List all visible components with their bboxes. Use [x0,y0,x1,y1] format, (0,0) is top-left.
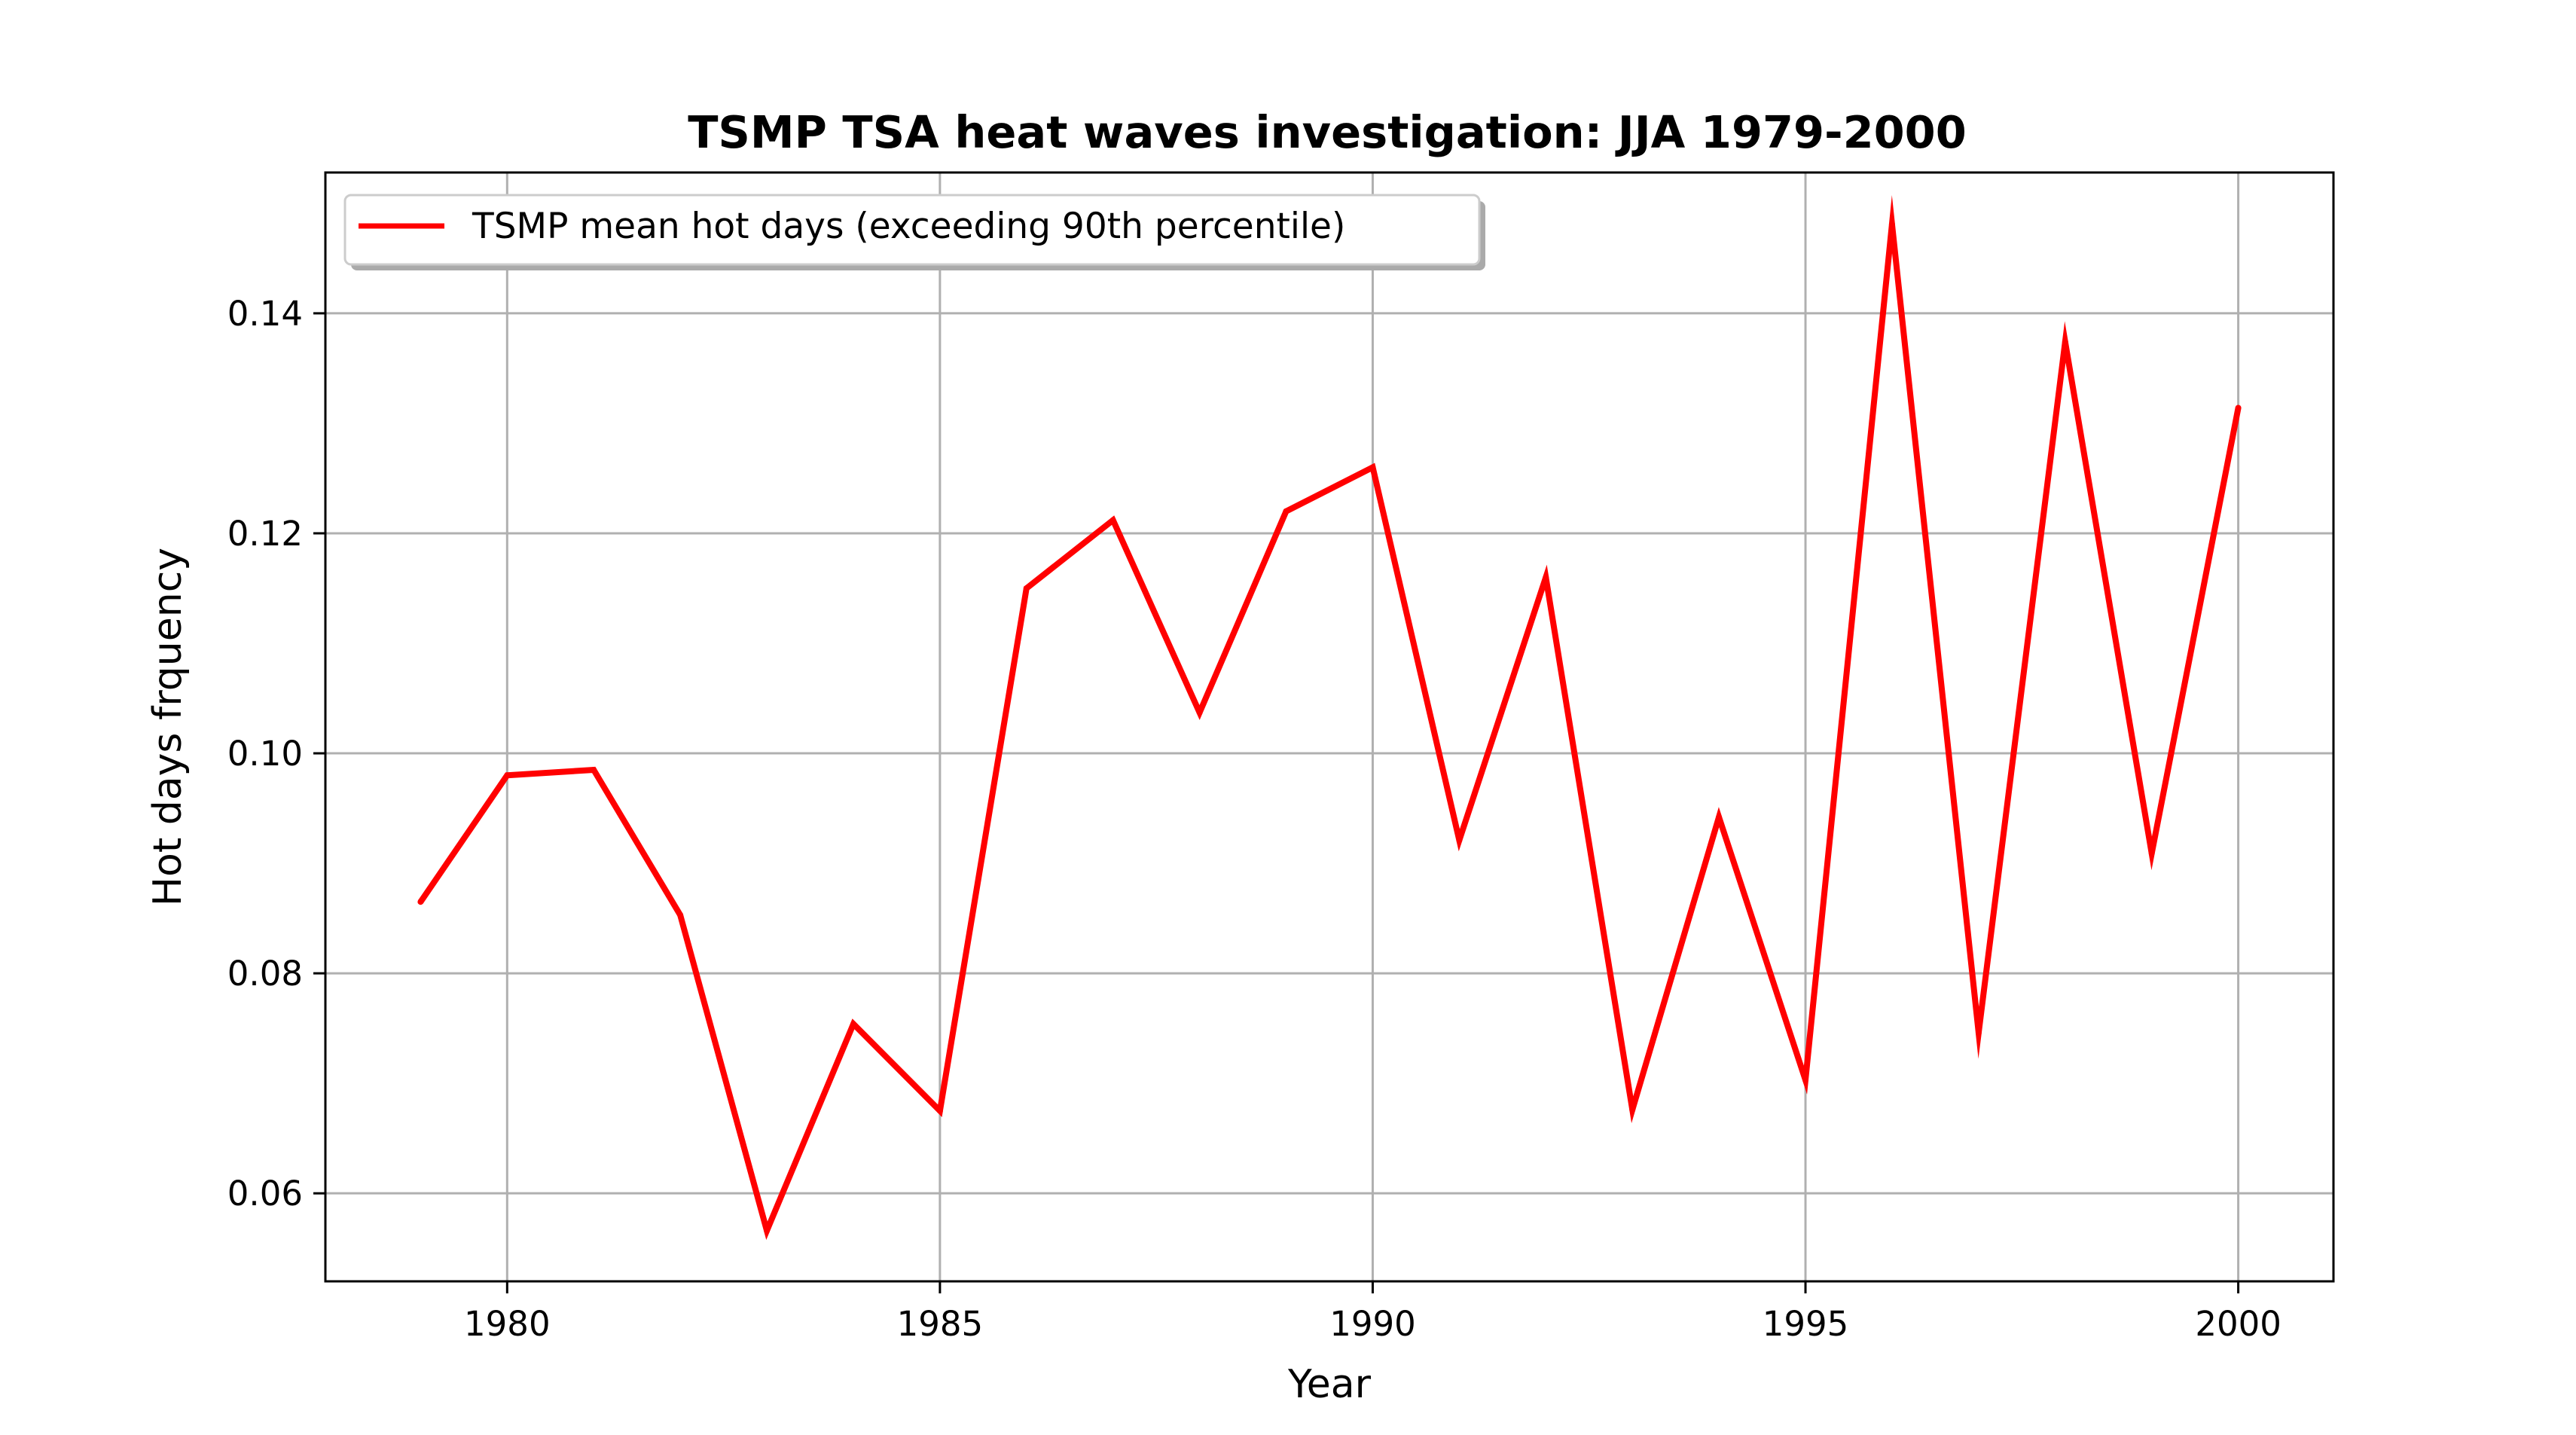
data-point [850,1021,856,1027]
legend-entry-label: TSMP mean hot days (exceeding 90th perce… [472,206,1345,247]
data-point [1975,1030,1982,1036]
data-point [1716,814,1723,820]
y-tick-label: 0.10 [227,734,303,774]
x-tick-label: 1980 [464,1304,551,1344]
x-tick-label: 2000 [2195,1304,2281,1344]
data-point [764,1227,771,1234]
legend-box [343,194,1481,266]
y-tick-label: 0.08 [227,954,303,994]
data-point [1023,585,1030,591]
x-axis-label: Year [1287,1362,1372,1407]
plot-frame [324,171,2335,1283]
data-point [1369,464,1376,471]
grid-lines [325,173,2333,1281]
series-line [418,194,2242,1241]
data-point [504,772,511,779]
legend: TSMP mean hot days (exceeding 90th perce… [343,194,1485,270]
y-tick-label: 0.14 [227,294,303,334]
y-tick-label: 0.06 [227,1174,303,1214]
series-layer [417,194,2242,1241]
data-point [1196,710,1203,716]
data-point [417,899,424,905]
data-point [1543,574,1549,581]
data-point [1456,837,1463,844]
x-tick-label: 1995 [1763,1304,1849,1344]
data-point [2062,338,2068,345]
data-point [2148,850,2155,856]
data-point [677,911,684,918]
data-point [2235,405,2242,411]
data-point [1629,1107,1636,1113]
chart-title: TSMP TSA heat waves investigation: JJA 1… [688,106,1967,158]
y-tick-label: 0.12 [227,514,303,554]
data-point [1888,221,1895,227]
data-point [591,767,597,773]
data-point [1802,1076,1808,1083]
data-point [936,1107,943,1114]
x-tick-label: 1985 [897,1304,984,1344]
data-point [1109,517,1116,524]
data-point [1283,508,1290,514]
axis-ticks: 1980 1985 1990 1995 2000 0.06 0.08 0.10 0.12 0.14 [227,294,2281,1344]
y-axis-label: Hot days frquency [145,548,191,906]
x-tick-label: 1990 [1329,1304,1416,1344]
